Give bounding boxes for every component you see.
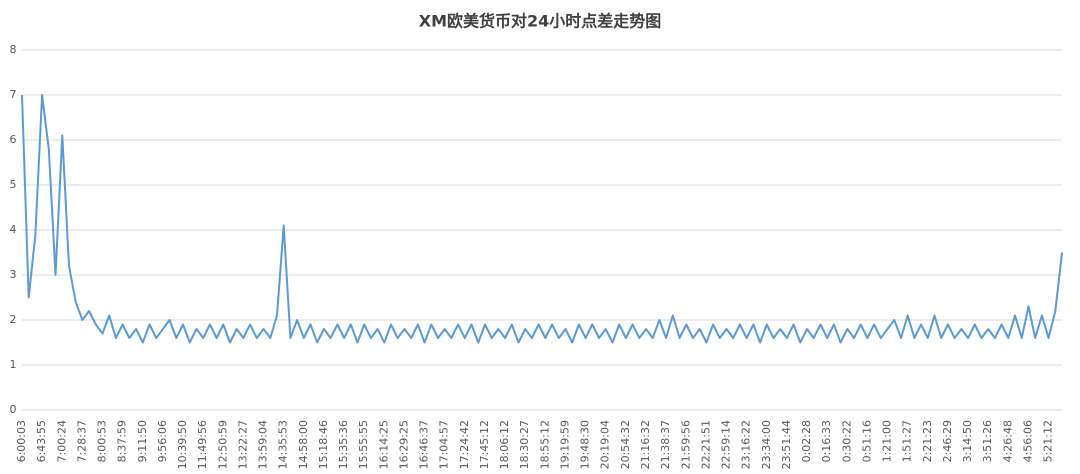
y-tick-label: 2 xyxy=(10,313,17,326)
x-tick-label: 22:21:51 xyxy=(699,420,712,469)
x-tick-label: 13:59:04 xyxy=(257,420,270,469)
x-tick-label: 0:30:22 xyxy=(840,420,853,462)
y-tick-label: 1 xyxy=(10,358,17,371)
x-tick-label: 8:37:59 xyxy=(116,420,129,462)
x-tick-label: 12:50:59 xyxy=(216,420,229,469)
x-tick-label: 20:19:04 xyxy=(599,420,612,469)
x-tick-label: 23:51:44 xyxy=(780,420,793,469)
y-tick-label: 7 xyxy=(10,88,17,101)
x-tick-label: 1:51:27 xyxy=(901,420,914,462)
x-tick-label: 18:55:12 xyxy=(538,420,551,469)
x-tick-label: 5:21:12 xyxy=(1042,420,1055,462)
x-tick-label: 14:35:53 xyxy=(277,420,290,469)
x-tick-label: 13:22:27 xyxy=(236,420,249,469)
chart-title: XM欧美货币对24小时点差走势图 xyxy=(419,12,662,31)
x-tick-label: 18:30:27 xyxy=(518,420,531,469)
y-tick-label: 0 xyxy=(10,403,17,416)
x-tick-label: 21:38:37 xyxy=(659,420,672,469)
data-line xyxy=(21,94,1063,344)
x-tick-label: 19:48:30 xyxy=(579,420,592,469)
x-tick-label: 2:46:29 xyxy=(941,420,954,462)
x-tick-label: 8:00:53 xyxy=(96,420,109,462)
y-tick-label: 3 xyxy=(10,268,17,281)
x-tick-label: 21:16:32 xyxy=(639,420,652,469)
x-tick-label: 4:26:48 xyxy=(1001,420,1014,462)
x-tick-label: 15:18:46 xyxy=(317,420,330,469)
x-tick-label: 3:51:26 xyxy=(981,420,994,462)
x-tick-label: 1:21:00 xyxy=(881,420,894,462)
x-tick-label: 19:19:59 xyxy=(558,420,571,469)
x-tick-label: 6:43:55 xyxy=(35,420,48,462)
x-tick-label: 7:28:37 xyxy=(75,420,88,462)
x-tick-label: 10:39:50 xyxy=(176,420,189,469)
x-tick-label: 0:16:33 xyxy=(820,420,833,462)
x-tick-label: 23:34:00 xyxy=(760,420,773,469)
x-tick-label: 17:45:12 xyxy=(478,420,491,469)
x-tick-label: 20:54:32 xyxy=(619,420,632,469)
x-tick-label: 4:56:06 xyxy=(1021,420,1034,462)
y-tick-label: 5 xyxy=(10,178,17,191)
y-tick-label: 6 xyxy=(10,133,17,146)
x-tick-label: 14:58:00 xyxy=(297,420,310,469)
x-tick-label: 15:55:55 xyxy=(357,420,370,469)
x-tick-label: 6:00:03 xyxy=(15,420,28,462)
x-tick-label: 0:51:16 xyxy=(860,420,873,462)
x-tick-label: 7:00:24 xyxy=(55,420,68,462)
y-tick-label: 4 xyxy=(10,223,17,236)
x-tick-label: 9:11:50 xyxy=(136,420,149,462)
x-tick-label: 16:29:25 xyxy=(397,420,410,469)
x-tick-label: 3:14:50 xyxy=(961,420,974,462)
x-tick-label: 21:59:56 xyxy=(679,420,692,469)
x-tick-label: 15:35:36 xyxy=(337,420,350,469)
x-tick-label: 11:49:56 xyxy=(196,420,209,469)
y-tick-label: 8 xyxy=(10,43,17,56)
x-tick-label: 0:02:28 xyxy=(800,420,813,462)
x-tick-label: 16:46:37 xyxy=(418,420,431,469)
x-tick-label: 17:24:42 xyxy=(458,420,471,469)
x-tick-label: 2:21:23 xyxy=(921,420,934,462)
x-tick-label: 16:14:25 xyxy=(377,420,390,469)
x-tick-label: 22:59:14 xyxy=(720,420,733,469)
x-tick-label: 18:06:12 xyxy=(498,420,511,469)
x-tick-label: 9:56:06 xyxy=(156,420,169,462)
x-tick-label: 23:16:22 xyxy=(740,420,753,469)
x-tick-label: 17:04:57 xyxy=(438,420,451,469)
